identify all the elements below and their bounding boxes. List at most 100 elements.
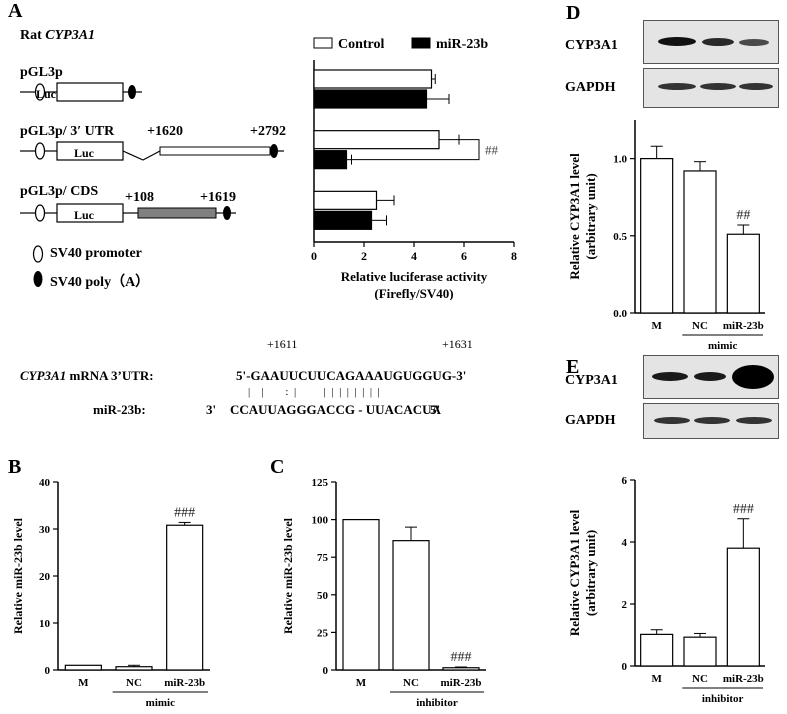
group-label: mimic bbox=[708, 340, 737, 352]
legend-label-mir23b: miR-23b bbox=[436, 37, 488, 52]
x-tick-label: 0 bbox=[311, 249, 317, 263]
y-axis-label: Relative miR-23b level bbox=[281, 517, 295, 634]
group-label: inhibitor bbox=[702, 693, 744, 705]
construct-name-1: pGL3p bbox=[20, 65, 63, 80]
x-tick-label: 6 bbox=[461, 249, 467, 263]
construct-end-3: +1619 bbox=[200, 190, 236, 205]
x-tick-label: M bbox=[356, 677, 367, 689]
mir-label: miR-23b: bbox=[93, 402, 146, 417]
construct-title: Rat CYP3A1 bbox=[20, 28, 95, 44]
y-tick-label: 4 bbox=[622, 537, 628, 549]
construct-start-3: +108 bbox=[125, 190, 154, 205]
bar-mir23b bbox=[313, 210, 373, 230]
x-tick-label: NC bbox=[403, 677, 419, 689]
bar-m bbox=[640, 157, 674, 314]
group-label: mimic bbox=[146, 697, 175, 709]
significance-label: ### bbox=[174, 505, 195, 520]
x-tick-label: NC bbox=[692, 673, 708, 685]
polya-symbol bbox=[270, 144, 278, 158]
y-tick-label: 10 bbox=[39, 618, 51, 630]
y-tick-label: 75 bbox=[317, 552, 329, 564]
y-tick-label: 2 bbox=[622, 599, 628, 611]
significance-label: ## bbox=[485, 143, 499, 158]
mrna-sequence: 5'-GAAUUCUUCAGAAAUGUGGUG-3' bbox=[236, 368, 467, 383]
band bbox=[652, 372, 688, 381]
y-tick-label: 30 bbox=[39, 524, 51, 536]
blot-e-target-label: CYP3A1 bbox=[565, 373, 618, 388]
mrna-label: CYP3A1 mRNA 3’UTR: bbox=[20, 368, 154, 384]
gene-label: CYP3A1 bbox=[45, 28, 96, 43]
legend-polya: SV40 poly（A） bbox=[50, 275, 150, 290]
x-tick-label: miR-23b bbox=[441, 677, 482, 689]
y-tick-label: 1.0 bbox=[613, 154, 627, 166]
chart-c: 0 25 50 75 100 125 M NC miR-23b ### inhibitor Relat… bbox=[281, 477, 486, 709]
x-tick-label: M bbox=[651, 320, 662, 332]
band bbox=[658, 37, 696, 46]
band bbox=[694, 372, 726, 381]
y-axis-label-units: (arbitrary unit) bbox=[583, 530, 598, 616]
band bbox=[700, 83, 736, 90]
y-tick-label: 0 bbox=[45, 665, 51, 677]
mrna-gene: CYP3A1 bbox=[20, 368, 67, 383]
blot-e-cyp3a1 bbox=[643, 355, 779, 399]
polya-symbol bbox=[223, 206, 231, 220]
x-tick-label: M bbox=[78, 677, 89, 689]
blot-d-loading-label: GAPDH bbox=[565, 80, 616, 95]
band bbox=[654, 417, 690, 424]
y-tick-label: 0 bbox=[323, 665, 329, 677]
position-right: +1631 bbox=[442, 337, 473, 351]
y-axis-label: Relative miR-23b level bbox=[11, 517, 25, 634]
polya-symbol bbox=[128, 85, 136, 99]
mir-5prime: 5' bbox=[430, 402, 441, 417]
y-tick-label: 6 bbox=[622, 475, 628, 487]
x-axis-label-units: (Firefly/SV40) bbox=[374, 286, 453, 300]
x-axis-label: Relative luciferase activity bbox=[341, 269, 488, 284]
chart-d: 0.0 0.5 1.0 M NC miR-23b ## mimic Relative CYP3A… bbox=[567, 120, 765, 352]
chart-b: 0 10 20 30 40 M NC miR-23b ### mimic Relative miR-… bbox=[11, 477, 210, 709]
position-left: +1611 bbox=[267, 337, 298, 351]
construct-name-3: pGL3p/ CDS bbox=[20, 184, 99, 199]
blot-e-gapdh bbox=[643, 403, 779, 439]
utr-box bbox=[159, 146, 271, 156]
y-tick-label: 50 bbox=[317, 590, 329, 602]
band bbox=[658, 83, 696, 90]
y-tick-label: 100 bbox=[312, 515, 329, 527]
bar-mir23b bbox=[313, 150, 348, 170]
panel-letter-a: A bbox=[8, 0, 23, 22]
luc-box bbox=[56, 82, 124, 102]
bar-nc bbox=[683, 636, 717, 667]
x-tick-label: 2 bbox=[361, 249, 367, 263]
significance-label: ### bbox=[451, 650, 472, 665]
mir-3prime: 3' bbox=[206, 402, 217, 417]
promoter-symbol bbox=[34, 204, 46, 222]
luc-label-1: Luc bbox=[36, 87, 57, 101]
panel-letter-c: C bbox=[270, 456, 285, 478]
y-tick-label: 0.0 bbox=[613, 308, 627, 320]
y-axis-label-units: (arbitrary unit) bbox=[583, 173, 598, 259]
x-tick-label: M bbox=[651, 673, 662, 685]
legend-polya-symbol bbox=[33, 271, 43, 287]
y-axis-label: Relative CYP3A1 level bbox=[567, 509, 582, 636]
construct-diagrams bbox=[20, 82, 284, 287]
bar-nc bbox=[392, 540, 430, 671]
bar-control bbox=[313, 130, 440, 150]
y-axis-label: Relative CYP3A1 level bbox=[567, 153, 582, 280]
bar-control bbox=[313, 69, 433, 89]
significance-label: ### bbox=[733, 502, 754, 517]
x-tick-label: 4 bbox=[411, 249, 417, 263]
bar-mir-23b bbox=[166, 524, 204, 671]
blot-d-cyp3a1 bbox=[643, 20, 779, 64]
pairing-lines: | | : | | | | | | | | | bbox=[248, 386, 380, 398]
construct-start-2: +1620 bbox=[147, 124, 183, 139]
band bbox=[736, 417, 772, 424]
legend-label-control: Control bbox=[338, 37, 385, 52]
bar-nc bbox=[115, 666, 153, 671]
y-tick-label: 25 bbox=[317, 627, 329, 639]
blot-e-loading-label: GAPDH bbox=[565, 413, 616, 428]
legend-promoter-symbol bbox=[32, 245, 44, 263]
group-label: inhibitor bbox=[416, 697, 458, 709]
band bbox=[739, 39, 769, 46]
cds-box bbox=[137, 207, 217, 219]
band bbox=[694, 417, 730, 424]
chart-a: Control miR-23b ## 0 2 4 6 8 Relative luciferase… bbox=[311, 37, 517, 300]
